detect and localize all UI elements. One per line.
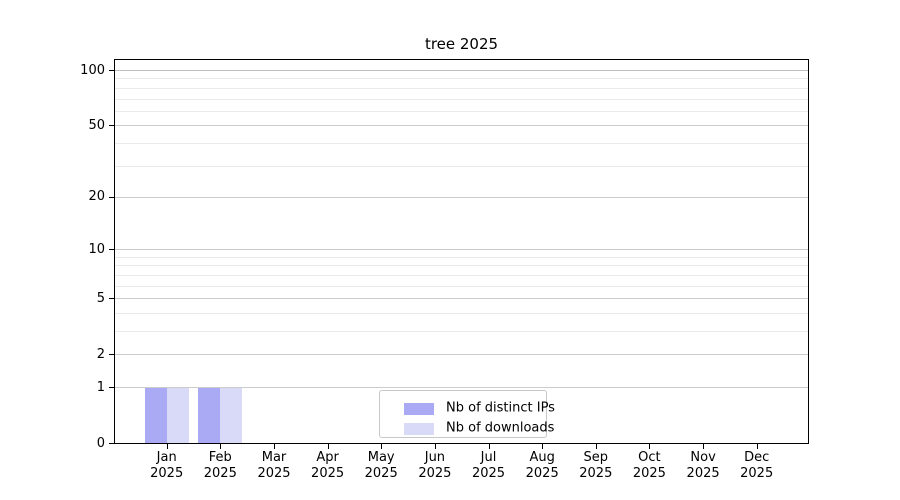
y-tick-label: 10 <box>88 241 105 257</box>
gridline-major <box>115 387 808 388</box>
gridline-major <box>115 125 808 127</box>
x-tick-label: Aug 2025 <box>510 450 574 482</box>
x-tick-label: Apr 2025 <box>296 450 360 482</box>
x-tick <box>327 443 329 449</box>
legend-item-distinct-ips: Nb of distinct IPs <box>404 398 555 418</box>
gridline-minor <box>115 331 808 332</box>
bar-distinct-ips <box>198 386 221 443</box>
x-tick <box>488 443 490 449</box>
x-tick-month: Sep <box>583 450 609 465</box>
y-tick-label: 20 <box>88 189 105 205</box>
x-tick-month: Jan <box>156 450 177 465</box>
y-tick <box>109 298 115 300</box>
x-tick-label: Oct 2025 <box>617 450 681 482</box>
y-tick-label: 50 <box>88 117 105 133</box>
y-tick-label: 0 <box>96 435 105 451</box>
legend-label-distinct-ips: Nb of distinct IPs <box>446 400 555 416</box>
legend-swatch-distinct-ips <box>404 402 434 415</box>
y-tick-label: 1 <box>96 379 105 395</box>
x-tick-label: Mar 2025 <box>242 450 306 482</box>
x-tick-year: 2025 <box>257 466 291 481</box>
x-tick-label: Jun 2025 <box>403 450 467 482</box>
gridline-minor <box>115 87 808 89</box>
x-tick-label: Jul 2025 <box>457 450 521 482</box>
bar-distinct-ips <box>144 386 167 443</box>
y-tick <box>109 354 115 356</box>
y-tick <box>109 443 115 444</box>
legend: Nb of distinct IPs Nb of downloads <box>379 390 555 438</box>
x-tick-year: 2025 <box>686 466 720 481</box>
x-tick <box>381 443 383 449</box>
x-tick-year: 2025 <box>364 466 398 481</box>
gridline-minor <box>115 265 808 267</box>
plot-inner: 0 1 2 5 10 20 50 100 Jan 2025 Feb 2025 Mar 2025 Apr 202… <box>80 60 808 481</box>
x-tick-label: Dec 2025 <box>725 450 789 482</box>
x-tick-month: Oct <box>638 450 661 465</box>
x-tick <box>542 443 544 449</box>
x-tick <box>220 443 222 449</box>
gridline-minor <box>115 312 808 314</box>
chart-title: tree 2025 <box>424 35 499 53</box>
gridline-major <box>115 249 808 251</box>
gridline-major <box>115 354 808 356</box>
x-tick-year: 2025 <box>525 466 559 481</box>
x-tick-year: 2025 <box>203 466 237 481</box>
y-tick <box>109 196 115 198</box>
bar-downloads <box>220 386 243 443</box>
x-tick-month: Aug <box>529 450 555 465</box>
gridline-minor <box>115 256 808 258</box>
gridline-minor <box>115 110 808 112</box>
gridline-minor <box>115 274 808 276</box>
x-tick-month: Jul <box>480 450 497 465</box>
x-tick-month: Dec <box>744 450 770 465</box>
gridline-major <box>115 298 808 300</box>
x-tick <box>703 443 705 449</box>
legend-label-downloads: Nb of downloads <box>446 420 555 436</box>
x-tick-month: Apr <box>316 450 339 465</box>
gridline-major <box>115 196 808 198</box>
y-tick-label: 2 <box>96 346 105 362</box>
y-tick-label: 5 <box>96 290 105 306</box>
bar-downloads <box>166 386 189 443</box>
x-tick-label: Nov 2025 <box>671 450 735 482</box>
x-tick-month: Jun <box>424 450 446 465</box>
x-tick-year: 2025 <box>740 466 774 481</box>
x-tick-label: Sep 2025 <box>564 450 628 482</box>
x-tick-year: 2025 <box>632 466 666 481</box>
y-tick <box>109 70 115 71</box>
x-tick-month: Nov <box>690 450 716 465</box>
x-tick-label: Jan 2025 <box>135 450 199 482</box>
y-tick-label: 100 <box>80 62 105 78</box>
x-tick-year: 2025 <box>150 466 184 481</box>
x-tick-label: Feb 2025 <box>188 450 252 482</box>
x-tick <box>166 443 168 449</box>
y-tick <box>109 387 115 388</box>
gridline-minor <box>115 98 808 100</box>
x-tick-year: 2025 <box>579 466 613 481</box>
x-tick-year: 2025 <box>311 466 345 481</box>
y-tick <box>109 125 115 127</box>
x-tick-month: Mar <box>261 450 287 465</box>
x-tick <box>434 443 436 449</box>
x-tick <box>274 443 275 449</box>
x-tick <box>649 443 651 449</box>
legend-swatch-downloads <box>404 422 434 435</box>
x-tick-label: May 2025 <box>349 450 413 482</box>
x-tick-year: 2025 <box>418 466 452 481</box>
x-tick-month: May <box>367 450 395 465</box>
x-tick <box>756 443 758 449</box>
gridline-minor <box>115 165 808 167</box>
x-tick <box>595 443 597 449</box>
legend-item-downloads: Nb of downloads <box>404 418 554 438</box>
y-tick <box>109 249 115 251</box>
gridline-major <box>115 70 808 71</box>
gridline-minor <box>115 142 808 144</box>
x-tick-month: Feb <box>208 450 232 465</box>
gridline-minor <box>115 78 808 80</box>
gridline-minor <box>115 285 808 287</box>
x-tick-year: 2025 <box>471 466 506 481</box>
plot-area: 0 1 2 5 10 20 50 100 Jan 2025 Feb 2025 Mar 2025 Apr 202… <box>80 59 809 481</box>
